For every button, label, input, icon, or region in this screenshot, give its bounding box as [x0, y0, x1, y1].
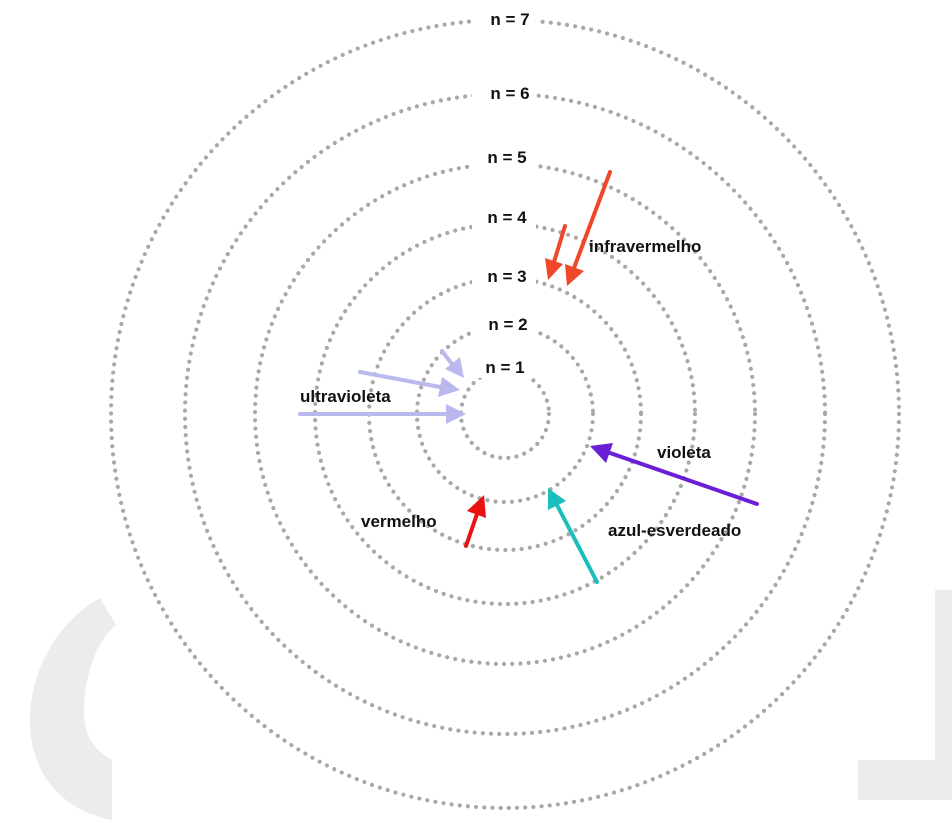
watermark-right-shape — [935, 590, 952, 800]
orbit-n5 — [252, 161, 758, 667]
watermark-left-shape — [29, 598, 116, 820]
label-violeta: violeta — [657, 443, 711, 462]
transition-arrow-ultravioleta-4-1 — [298, 404, 466, 424]
orbit-n1 — [458, 367, 552, 461]
label-ultravioleta: ultravioleta — [300, 387, 391, 406]
orbit-n6 — [182, 91, 828, 737]
level-label-n3: n = 3 — [487, 267, 526, 286]
level-label-group: n = 1 n = 2 n = 3 n = 4 n = 5 n = 6 n = … — [472, 8, 538, 378]
transition-arrow-infravermelho-5-3 — [565, 170, 612, 286]
orbit-group — [108, 17, 902, 811]
transition-arrow-infravermelho-4-3 — [545, 224, 567, 280]
transition-arrow-vermelho-3-2 — [464, 495, 486, 548]
label-vermelho: vermelho — [361, 512, 437, 531]
orbit-n2 — [414, 323, 596, 505]
transition-label-group: infravermelho ultravioleta violeta azul-… — [300, 237, 741, 540]
label-azul-esverdeado: azul-esverdeado — [608, 521, 741, 540]
level-label-n5: n = 5 — [487, 148, 526, 167]
level-label-n1: n = 1 — [485, 358, 524, 377]
label-infravermelho: infravermelho — [589, 237, 701, 256]
transition-arrow-violeta-5-2 — [590, 443, 759, 506]
orbit-n7 — [108, 17, 902, 811]
transition-arrow-azul-esverdeado-4-2 — [548, 488, 599, 584]
level-label-n6: n = 6 — [490, 84, 529, 103]
watermark-right-block — [858, 760, 935, 800]
transition-arrow-ultravioleta-3-1 — [358, 370, 460, 397]
level-label-n4: n = 4 — [487, 208, 527, 227]
transition-arrow-ultravioleta-2-1 — [440, 349, 464, 378]
transition-group — [298, 170, 759, 584]
level-label-n7: n = 7 — [490, 10, 529, 29]
level-label-n2: n = 2 — [488, 315, 527, 334]
background-watermark — [29, 590, 952, 820]
